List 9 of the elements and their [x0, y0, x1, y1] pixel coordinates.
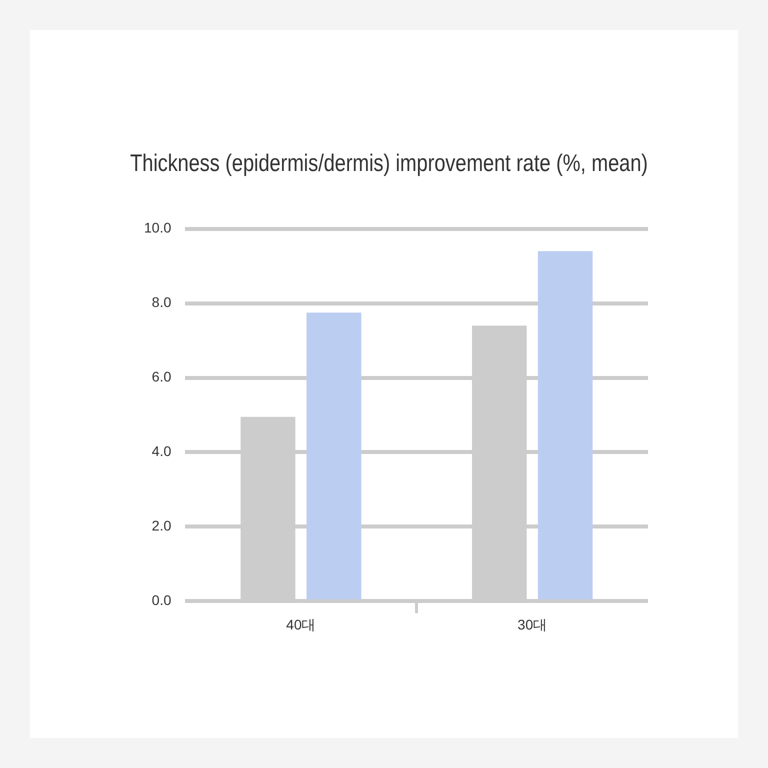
y-tick-label: 10.0	[144, 220, 172, 236]
x-tick-label: 30대	[518, 616, 548, 632]
y-tick-label: 2.0	[152, 518, 172, 534]
chart-title: Thickness (epidermis/dermis) improvement rate (%, mean)	[130, 149, 648, 176]
y-tick-label: 8.0	[152, 294, 172, 310]
y-tick-label: 6.0	[152, 368, 172, 385]
y-tick-label: 0.0	[152, 592, 172, 608]
y-tick-label: 4.0	[152, 443, 172, 460]
x-tick-label: 40대	[286, 616, 316, 632]
